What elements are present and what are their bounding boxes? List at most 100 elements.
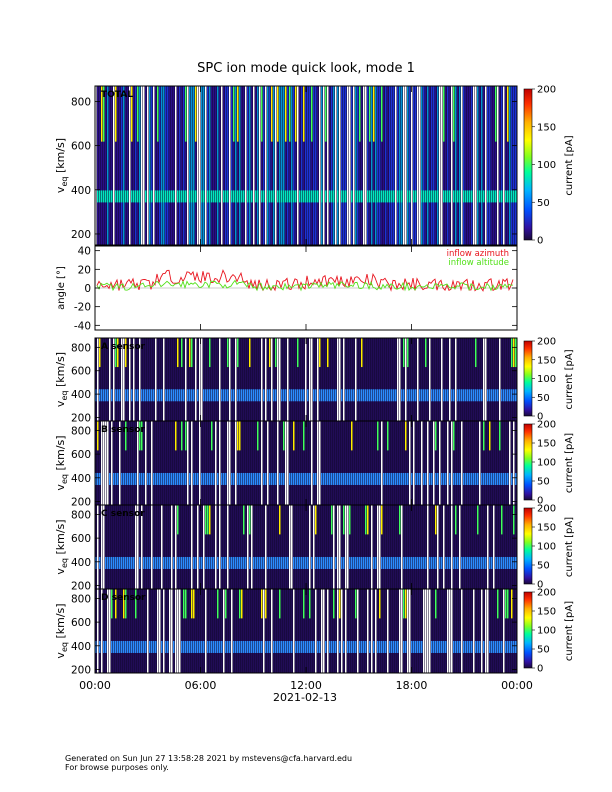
spectrum-column: [485, 505, 487, 589]
spectrum-column: [495, 338, 497, 421]
y-tick-label: 800: [71, 342, 91, 354]
core-band: [269, 190, 271, 203]
core-band: [393, 389, 395, 402]
core-band: [139, 472, 141, 485]
core-band: [249, 190, 251, 203]
bright-column: [125, 589, 127, 619]
core-band: [435, 472, 437, 485]
spectrum-column: [405, 589, 407, 673]
core-band: [103, 389, 105, 402]
bright-column: [343, 505, 345, 535]
spectrum-column: [385, 86, 387, 245]
core-band: [251, 472, 253, 485]
spectrum-column: [505, 86, 507, 245]
core-band: [311, 640, 313, 653]
data-gap-column: [129, 338, 131, 421]
core-band: [115, 190, 117, 203]
core-band: [165, 389, 167, 402]
bright-column: [399, 505, 401, 535]
core-band: [227, 190, 229, 203]
core-band: [193, 640, 195, 653]
spectrum-column: [317, 505, 319, 589]
spectrum-column: [215, 86, 217, 245]
core-band: [487, 472, 489, 485]
spectrum-column: [413, 505, 415, 589]
core-band: [141, 389, 143, 402]
spectrum-column: [431, 338, 433, 421]
spectrum-column: [453, 338, 455, 421]
y-axis-label: veq [km/s]: [54, 435, 69, 490]
spectrum-column: [117, 86, 119, 245]
core-band: [219, 640, 221, 653]
colorbar-tick-label: 200: [537, 337, 556, 348]
colorbar-tick-label: 150: [537, 523, 556, 534]
core-band: [445, 640, 447, 653]
y-tick-label: 400: [71, 473, 91, 485]
spectrum-column: [489, 338, 491, 421]
spectrum-column: [339, 589, 341, 673]
spectrum-column: [499, 589, 501, 673]
spectrum-column: [353, 338, 355, 421]
data-gap-column: [315, 589, 317, 673]
data-gap-column: [203, 505, 205, 589]
spectrum-column: [273, 86, 275, 245]
spectrum-column: [383, 421, 385, 505]
core-band: [509, 640, 511, 653]
spectrum-column: [361, 86, 363, 245]
core-band: [351, 640, 353, 653]
spectrum-column: [505, 338, 507, 421]
core-band: [383, 556, 385, 569]
core-band: [301, 389, 303, 402]
spectrum-column: [173, 86, 175, 245]
core-band: [479, 389, 481, 402]
core-band: [99, 472, 101, 485]
spectrum-column: [321, 86, 323, 245]
spectrum-column: [513, 86, 515, 245]
bright-column: [497, 589, 499, 619]
core-band: [397, 556, 399, 569]
data-gap-column: [245, 86, 247, 245]
core-band: [489, 640, 491, 653]
bright-column: [361, 338, 363, 368]
spectrum-column: [423, 421, 425, 505]
core-band: [379, 640, 381, 653]
spectrum-column: [505, 589, 507, 673]
spectrum-column: [341, 86, 343, 245]
footer-note: For browse purposes only.: [65, 763, 169, 772]
core-band: [127, 389, 129, 402]
core-band: [467, 190, 469, 203]
core-band: [167, 640, 169, 653]
bright-column: [513, 505, 515, 535]
spectrum-column: [227, 589, 229, 673]
spectrum-column: [245, 421, 247, 505]
core-band: [331, 472, 333, 485]
core-band: [183, 190, 185, 203]
y-axis-label: veq [km/s]: [54, 352, 69, 407]
spectrum-column: [345, 338, 347, 421]
spectrum-column: [379, 421, 381, 505]
data-gap-column: [419, 86, 421, 245]
spectrum-column: [319, 589, 321, 673]
bright-column: [97, 421, 99, 451]
bright-column: [277, 86, 279, 142]
core-band: [491, 472, 493, 485]
core-band: [499, 472, 501, 485]
y-tick-label: -40: [74, 320, 91, 332]
spectrum-column: [201, 421, 203, 505]
data-gap-column: [141, 86, 143, 245]
spectrum-column: [241, 589, 243, 673]
data-gap-column: [449, 589, 451, 673]
data-gap-column: [199, 338, 201, 421]
spectrum-column: [315, 338, 317, 421]
panel-label: D sensor: [101, 593, 146, 603]
spectrum-column: [421, 589, 423, 673]
spectrum-column: [349, 589, 351, 673]
core-band: [509, 389, 511, 402]
core-band: [169, 472, 171, 485]
data-gap-column: [229, 338, 231, 421]
spectrum-column: [251, 421, 253, 505]
spectrum-column: [391, 589, 393, 673]
spectrum-column: [301, 338, 303, 421]
spectrum-column: [323, 505, 325, 589]
